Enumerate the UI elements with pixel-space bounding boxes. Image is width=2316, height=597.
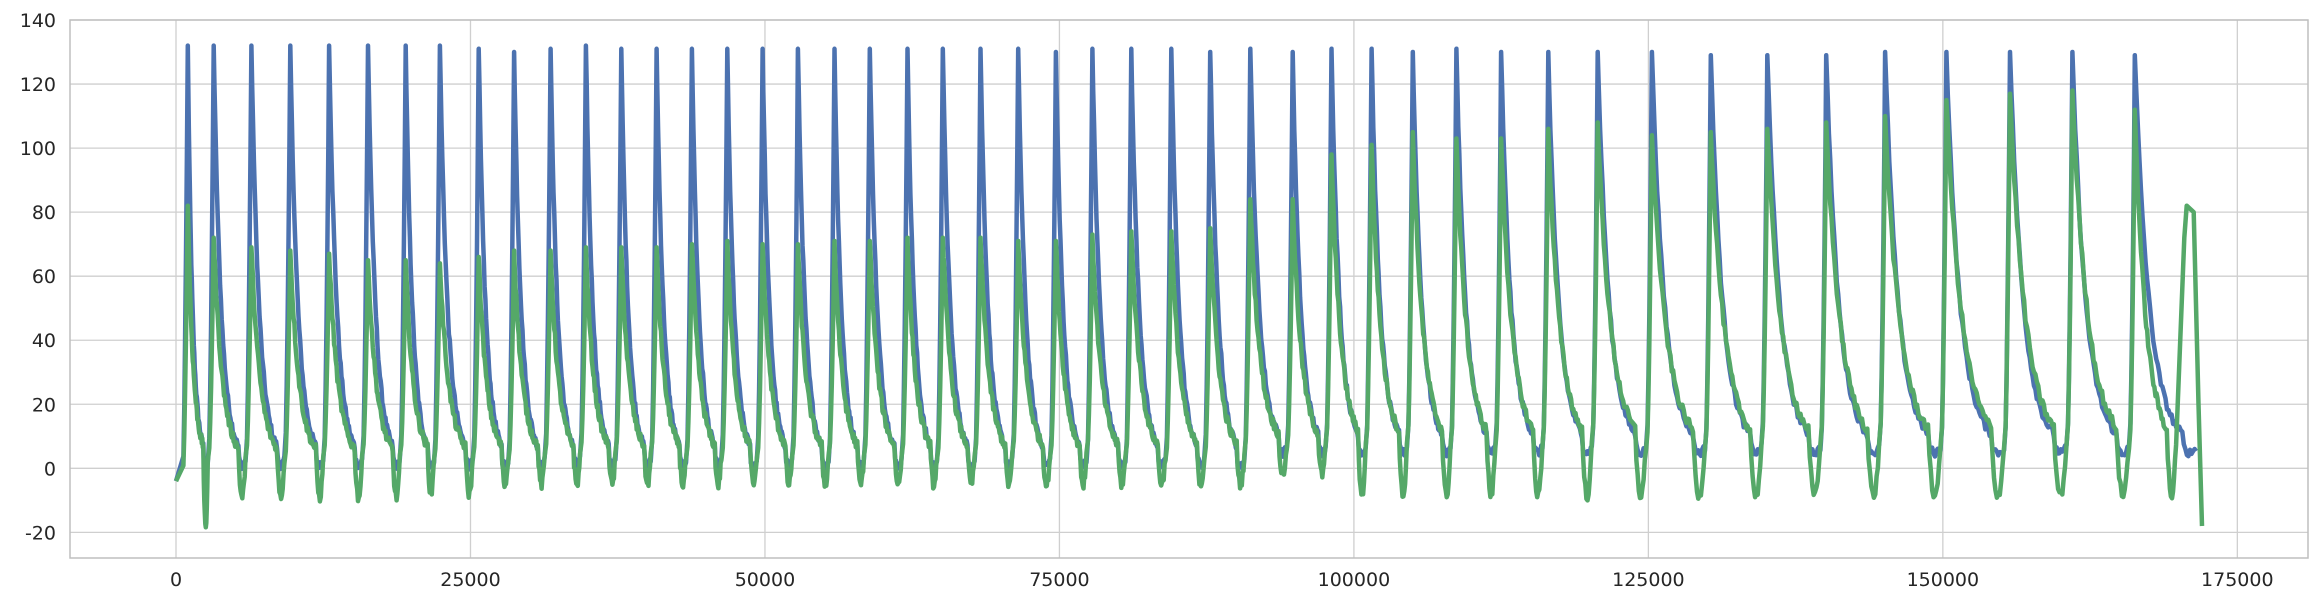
x-tick-label: 0	[170, 569, 182, 591]
x-tick-label: 125000	[1612, 569, 1685, 591]
tick-labels: 0 25000 50000 75000 100000 125000 150000 175000…	[20, 10, 2274, 591]
y-tick-label: 40	[32, 330, 56, 352]
y-tick-label: 140	[20, 10, 56, 32]
x-tick-label: 25000	[440, 569, 500, 591]
x-tick-label: 50000	[735, 569, 795, 591]
y-tick-label: 100	[20, 138, 56, 160]
y-tick-label: -20	[25, 522, 56, 544]
series-lines	[173, 43, 2205, 530]
y-tick-label: 120	[20, 74, 56, 96]
y-tick-label: 60	[32, 266, 56, 288]
x-tick-label: 75000	[1029, 569, 1089, 591]
x-tick-label: 150000	[1907, 569, 1980, 591]
y-tick-label: 0	[44, 458, 56, 480]
x-tick-label: 100000	[1318, 569, 1391, 591]
y-tick-label: 20	[32, 394, 56, 416]
plot-frame	[69, 19, 2309, 559]
series-2-line	[173, 88, 2205, 530]
y-tick-label: 80	[32, 202, 56, 224]
x-tick-label: 175000	[2201, 569, 2274, 591]
